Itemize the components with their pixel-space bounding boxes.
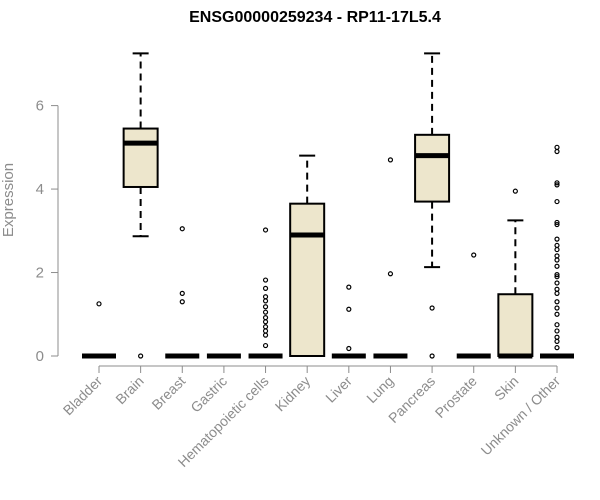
box-series (82, 52, 574, 359)
y-tick-label: 6 (36, 98, 44, 115)
x-tick-label: Unknown / Other (478, 373, 564, 459)
outlier-point (512, 188, 518, 194)
x-tick-label: Liver (322, 373, 355, 406)
outlier-point (554, 182, 560, 188)
outlier-point (262, 309, 269, 315)
box-iqr (497, 293, 534, 358)
outlier-point (262, 324, 269, 330)
box-group (248, 227, 283, 359)
outlier-point (471, 252, 477, 258)
box-iqr (122, 127, 159, 188)
outlier-point (429, 305, 435, 311)
outlier-point (262, 285, 269, 291)
y-tick-label: 4 (36, 181, 44, 198)
outlier-point (554, 242, 560, 249)
outlier-point (387, 157, 394, 163)
y-axis-label: Expression (0, 163, 17, 237)
box-group (331, 284, 366, 359)
outlier-point (554, 274, 560, 280)
outlier-point (554, 328, 560, 334)
x-tick-label: Skin (491, 373, 522, 404)
box-group (497, 188, 534, 359)
box-group (122, 52, 159, 359)
outlier-point (262, 294, 269, 300)
outlier-point (346, 306, 352, 312)
outlier-point (554, 286, 560, 292)
outlier-point (262, 328, 269, 334)
outlier-point (554, 272, 560, 278)
outlier-point (554, 338, 560, 344)
x-tick-label: Lung (363, 373, 396, 406)
outlier-point (554, 219, 560, 226)
box-group (456, 252, 491, 359)
box-group (165, 226, 200, 359)
outlier-point (554, 246, 560, 253)
box-group (82, 301, 116, 359)
outlier-point (554, 311, 560, 317)
outlier-point (554, 299, 560, 305)
outlier-point (262, 277, 269, 283)
outlier-point (554, 263, 560, 269)
outlier-point (262, 332, 269, 338)
outlier-point (554, 290, 560, 296)
box-group (540, 144, 574, 359)
outlier-point (554, 144, 560, 150)
outlier-point (262, 319, 269, 325)
outlier-point (96, 301, 102, 307)
box-group (373, 157, 408, 359)
outlier-point (179, 226, 185, 232)
box-iqr (289, 202, 326, 357)
outlier-point (554, 148, 560, 155)
outlier-point (387, 271, 394, 277)
box-iqr (414, 133, 451, 203)
x-tick-label: Bladder (60, 373, 106, 419)
chart-title: ENSG00000259234 - RP11-17L5.4 (189, 9, 441, 26)
outlier-point (554, 180, 560, 186)
outlier-point (554, 257, 560, 263)
y-tick-label: 0 (36, 348, 44, 365)
outlier-point (554, 253, 560, 259)
outlier-point (346, 345, 352, 352)
outlier-point (262, 315, 269, 321)
y-axis: 0 2 4 6 (36, 98, 59, 365)
outlier-point (262, 227, 269, 233)
outlier-point (346, 284, 352, 290)
outlier-point (138, 353, 144, 359)
outlier-point (262, 342, 269, 349)
outlier-point (179, 299, 185, 305)
outlier-point (554, 280, 560, 286)
outlier-point (554, 221, 560, 228)
outlier-point (179, 290, 185, 296)
outlier-point (262, 298, 269, 304)
outlier-point (262, 304, 269, 310)
outlier-point (554, 236, 560, 242)
x-tick-label: Brain (112, 373, 146, 407)
outlier-point (554, 305, 560, 311)
box-group (414, 52, 451, 359)
y-tick-label: 2 (36, 265, 44, 282)
outlier-point (554, 345, 560, 351)
outlier-point (554, 334, 560, 340)
outlier-point (554, 198, 560, 205)
x-tick-label: Prostate (432, 373, 480, 421)
outlier-point (429, 353, 435, 359)
x-tick-label: Kidney (272, 373, 314, 415)
x-tick-label: Breast (148, 373, 188, 413)
outlier-point (554, 322, 560, 328)
box-group (289, 154, 326, 357)
